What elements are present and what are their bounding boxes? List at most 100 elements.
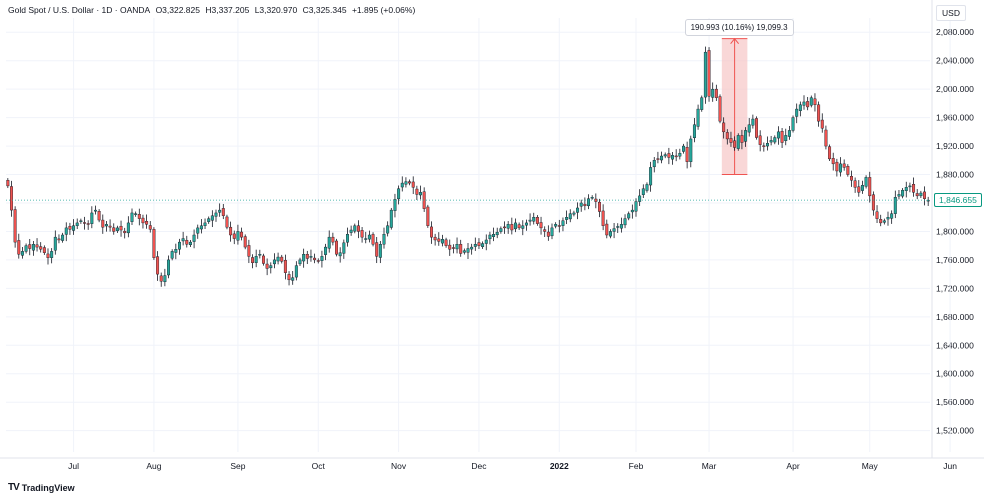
change-value: +1.895 (+0.06%) (351, 5, 416, 15)
candle-body (386, 225, 390, 234)
candle-body (886, 217, 890, 220)
candle-body (236, 231, 240, 241)
symbol-header: Gold Spot / U.S. Dollar · 1D · OANDA O3,… (8, 5, 418, 15)
candle-body (590, 197, 594, 199)
candle-body (568, 213, 572, 220)
candle-body (283, 259, 287, 273)
candle-body (214, 212, 218, 217)
candle-body (605, 223, 609, 236)
candle-body (141, 217, 145, 224)
candle-body (689, 138, 693, 162)
tradingview-logo[interactable]: TV TradingView (8, 482, 75, 493)
y-tick-label: 2,040.000 (936, 56, 974, 66)
candle-body (276, 256, 280, 262)
candle-body (685, 147, 689, 162)
candle-body (459, 244, 463, 254)
candle-body (207, 218, 211, 222)
candle-body (466, 248, 470, 253)
candle-body (356, 225, 360, 232)
candle-body (61, 234, 65, 241)
candle-body (524, 222, 528, 226)
candle-body (265, 263, 269, 269)
candle-body (90, 212, 94, 224)
candle-body (210, 215, 214, 221)
candle-body (543, 229, 547, 232)
candle-body (915, 193, 919, 197)
candle-body (156, 256, 160, 275)
measure-arrow-head (730, 37, 739, 44)
candle-body (495, 231, 499, 236)
candle-body (203, 222, 207, 226)
candle-body (736, 135, 740, 149)
candle-body (634, 201, 638, 212)
candle-body (766, 143, 769, 147)
y-tick-label: 1,800.000 (936, 226, 974, 236)
candle-body (692, 124, 696, 139)
candle-body (674, 155, 678, 158)
y-tick-label: 2,000.000 (936, 84, 974, 94)
candle-body (813, 98, 817, 106)
candle-body (824, 129, 828, 147)
candle-body (199, 225, 203, 230)
candle-body (112, 227, 116, 232)
candle-body (46, 253, 50, 258)
candle-body (583, 203, 587, 207)
candle-body (123, 230, 127, 234)
candle-body (667, 153, 671, 158)
x-tick-label: 2022 (550, 461, 569, 471)
candle-body (616, 226, 620, 228)
candle-body (893, 197, 897, 214)
candle-body (42, 247, 46, 253)
candle-body (598, 201, 601, 212)
candle-body (744, 130, 748, 142)
candle-body (652, 160, 656, 168)
candle-body (126, 222, 130, 234)
candle-body (159, 275, 163, 282)
candle-body (287, 274, 291, 281)
candle-body (97, 211, 101, 221)
candle-body (901, 189, 905, 197)
candle-body (532, 217, 536, 222)
candle-body (802, 101, 806, 106)
candle-body (316, 260, 320, 262)
candle-body (722, 122, 726, 133)
candle-body (572, 212, 576, 215)
x-tick-label: Jul (68, 461, 79, 471)
candle-body (630, 209, 634, 213)
candle-body (68, 225, 72, 230)
candle-body (481, 243, 485, 248)
candle-body (696, 108, 700, 127)
y-tick-label: 1,960.000 (936, 113, 974, 123)
candle-body (375, 242, 379, 257)
candle-body (53, 236, 57, 251)
candle-body (514, 222, 517, 230)
candle-body (503, 226, 506, 229)
candle-body (137, 214, 141, 219)
candle-body (280, 256, 284, 262)
open-value: O3,322.825 (155, 5, 200, 15)
candle-body (196, 227, 200, 234)
x-tick-label: Sep (230, 461, 245, 471)
candle-body (382, 234, 386, 245)
candle-body (784, 135, 788, 142)
y-tick-label: 1,720.000 (936, 283, 974, 293)
currency-button[interactable]: USD (936, 5, 966, 21)
candle-body (714, 88, 718, 98)
y-tick-label: 2,080.000 (936, 27, 974, 37)
candle-body (857, 186, 861, 193)
candle-body (221, 208, 225, 216)
y-tick-label: 1,560.000 (936, 397, 974, 407)
candle-body (831, 158, 835, 165)
measure-label: 190.993 (10.16%) 19,099.3 (684, 18, 794, 36)
candle-body (470, 246, 474, 250)
last-price-tag: 1,846.655 (934, 193, 982, 208)
candle-body (243, 236, 247, 248)
candle-body (755, 118, 758, 138)
high-value: H3,337.205 (205, 5, 250, 15)
candle-body (791, 117, 795, 131)
candle-body (167, 259, 171, 276)
candle-body (320, 256, 324, 261)
candle-body (360, 230, 364, 238)
